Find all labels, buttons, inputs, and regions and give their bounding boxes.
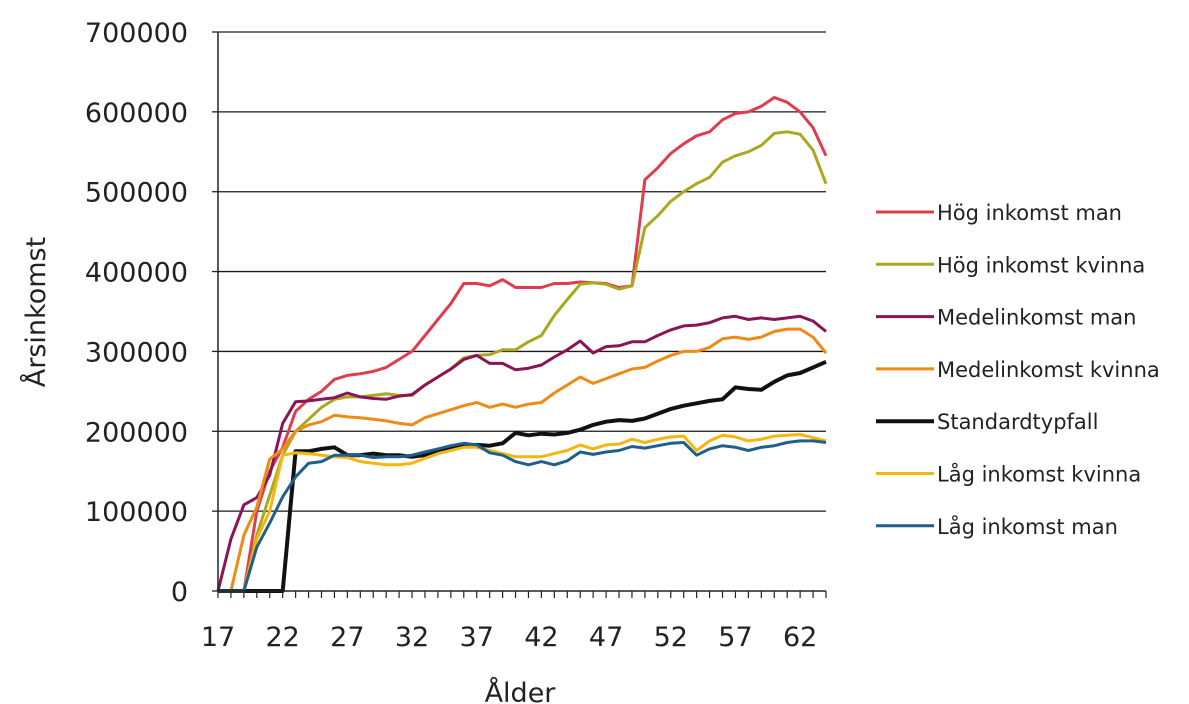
x-tick-label: 37 [460, 622, 494, 653]
gridlines [218, 31, 826, 512]
series-lines [216, 96, 828, 593]
y-tick-label: 500000 [85, 178, 188, 209]
x-tick-label: 47 [589, 622, 623, 653]
y-tick-label: 100000 [85, 497, 188, 528]
x-tick-label: 27 [330, 622, 364, 653]
y-axis-tick-labels: 0 100000 200000 300000 400000 500000 600000 700… [85, 18, 218, 608]
legend-label: Standardtypfall [937, 410, 1098, 434]
series-line-hog-inkomst-kvinna [218, 130, 828, 593]
series-line-standardtypfall [218, 359, 827, 593]
legend-label: Hög inkomst kvinna [937, 253, 1145, 277]
x-axis-tick-labels: 17 22 27 32 37 42 47 52 57 62 [201, 622, 817, 653]
y-tick-label: 200000 [85, 417, 188, 448]
x-ticks [217, 591, 827, 598]
y-tick-label: 0 [171, 577, 188, 608]
y-tick-label: 700000 [85, 18, 188, 49]
x-tick-label: 17 [201, 622, 235, 653]
series-line-lag-inkomst-kvinna [218, 433, 827, 593]
y-tick-label: 400000 [85, 258, 188, 289]
x-tick-label: 62 [783, 622, 817, 653]
series-line-hog-inkomst-man [218, 96, 828, 593]
y-tick-label: 600000 [85, 98, 188, 129]
legend-label: Låg inkomst man [937, 514, 1118, 539]
legend: Hög inkomst man Hög inkomst kvinna Medelin… [876, 201, 1160, 539]
legend-label: Medelinkomst man [937, 306, 1136, 330]
x-axis-title: Ålder [485, 677, 557, 704]
series-line-medelinkomst-kvinna [218, 327, 828, 593]
series-line-lag-inkomst-man [218, 439, 827, 593]
y-tick-label: 300000 [85, 337, 188, 368]
legend-label: Hög inkomst man [937, 201, 1122, 225]
x-tick-label: 42 [524, 622, 558, 653]
x-tick-label: 32 [395, 622, 429, 653]
x-tick-label: 57 [718, 622, 752, 653]
x-tick-label: 22 [266, 622, 300, 653]
legend-label: Medelinkomst kvinna [937, 358, 1160, 382]
y-axis-title: Årsinkomst [20, 237, 52, 387]
legend-label: Låg inkomst kvinna [937, 462, 1141, 487]
x-tick-label: 52 [654, 622, 688, 653]
series-line-medelinkomst-man [216, 314, 827, 592]
axes [217, 32, 826, 592]
